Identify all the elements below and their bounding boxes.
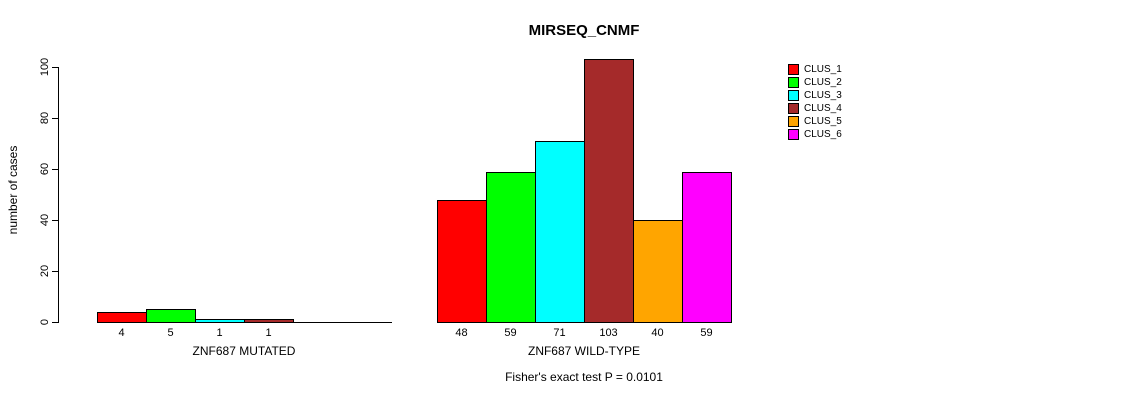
bar-value-label: 103 <box>599 327 618 339</box>
fisher-test-annotation: Fisher's exact test P = 0.0101 <box>505 370 663 384</box>
bar-clus_6 <box>682 172 732 323</box>
legend-swatch-icon <box>788 103 799 114</box>
legend-item: CLUS_6 <box>788 128 842 141</box>
legend-item: CLUS_1 <box>788 63 842 76</box>
y-axis-tick <box>52 321 58 323</box>
y-axis-tick-label: 100 <box>39 57 51 77</box>
y-axis-title: number of cases <box>6 145 20 235</box>
y-axis-line <box>58 67 59 323</box>
legend-item: CLUS_3 <box>788 89 842 102</box>
bar-value-label: 48 <box>455 327 468 339</box>
legend-label: CLUS_6 <box>804 129 842 140</box>
legend-label: CLUS_3 <box>804 90 842 101</box>
legend-swatch-icon <box>788 90 799 101</box>
legend-label: CLUS_5 <box>804 116 842 127</box>
bar-clus_2 <box>146 309 196 323</box>
bar-value-label: 5 <box>167 327 174 339</box>
legend-label: CLUS_4 <box>804 103 842 114</box>
bar-value-label: 40 <box>651 327 664 339</box>
y-axis-tick-label: 0 <box>39 318 51 326</box>
y-axis-tick <box>52 270 58 272</box>
bar-clus_1 <box>437 200 487 323</box>
y-axis-tick <box>52 168 58 170</box>
bar-value-label: 59 <box>504 327 517 339</box>
chart-title: MIRSEQ_CNMF <box>528 22 640 39</box>
legend-swatch-icon <box>788 77 799 88</box>
y-axis-tick <box>52 117 58 119</box>
bar-clus_2 <box>486 172 536 323</box>
y-axis-tick-label: 60 <box>39 162 51 176</box>
bar-clus_4 <box>244 319 294 323</box>
y-axis-tick <box>52 66 58 68</box>
bar-clus_4 <box>584 59 634 323</box>
legend-item: CLUS_5 <box>788 115 842 128</box>
legend-swatch-icon <box>788 64 799 75</box>
legend-label: CLUS_2 <box>804 77 842 88</box>
y-axis-tick-label: 40 <box>39 213 51 227</box>
y-axis-tick-label: 20 <box>39 264 51 278</box>
bar-value-label: 1 <box>265 327 272 339</box>
group-label: ZNF687 WILD-TYPE <box>527 344 641 358</box>
bar-value-label: 1 <box>216 327 223 339</box>
bar-value-label: 71 <box>553 327 566 339</box>
group-label: ZNF687 MUTATED <box>192 344 296 358</box>
bar-clus_3 <box>195 319 245 323</box>
bar-clus_3 <box>535 141 585 323</box>
legend-swatch-icon <box>788 129 799 140</box>
bar-value-label: 59 <box>700 327 713 339</box>
bar-clus_5 <box>633 220 683 323</box>
legend-label: CLUS_1 <box>804 64 842 75</box>
bar-clus_1 <box>97 312 147 323</box>
y-axis-tick <box>52 219 58 221</box>
bar-value-label: 4 <box>118 327 125 339</box>
legend-swatch-icon <box>788 116 799 127</box>
y-axis-tick-label: 80 <box>39 111 51 125</box>
legend-item: CLUS_4 <box>788 102 842 115</box>
legend-item: CLUS_2 <box>788 76 842 89</box>
